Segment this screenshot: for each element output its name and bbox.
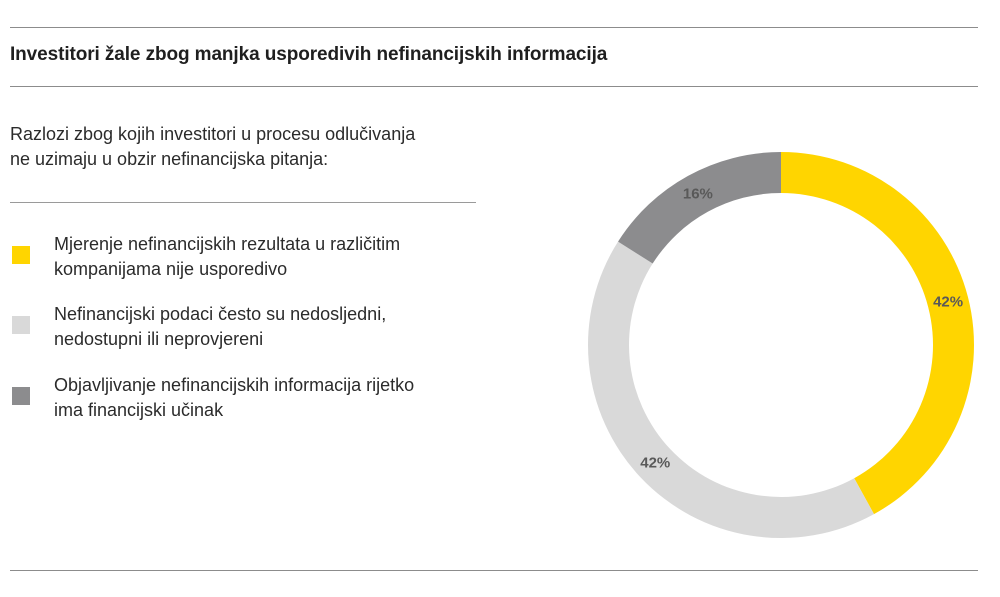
slice-percent-label: 42% <box>640 455 670 472</box>
top-divider <box>10 27 978 28</box>
legend-line: Nefinancijski podaci često su nedosljedn… <box>54 304 387 324</box>
legend-item-comparability: Mjerenje nefinancijskih rezultata u razl… <box>10 232 530 288</box>
legend-swatch-light-gray <box>12 316 30 334</box>
intro-line-1: Razlozi zbog kojih investitori u procesu… <box>10 124 416 144</box>
page-title: Investitori žale zbog manjka usporedivih… <box>10 44 608 65</box>
legend-item-inconsistency: Nefinancijski podaci često su nedosljedn… <box>10 302 530 358</box>
intro-line-2: ne uzimaju u obzir nefinancijska pitanja… <box>10 149 329 169</box>
legend-text: Mjerenje nefinancijskih rezultata u razl… <box>54 232 530 282</box>
legend-line: ima financijski učinak <box>54 400 224 420</box>
legend-swatch-dark-gray <box>12 387 30 405</box>
donut-slice-inconsistency <box>588 241 874 538</box>
legend-line: Mjerenje nefinancijskih rezultata u razl… <box>54 234 401 254</box>
title-divider <box>10 86 978 87</box>
donut-chart: 42% 42% 16% <box>588 152 975 538</box>
bottom-divider <box>10 570 978 571</box>
donut-slice-comparability <box>781 152 975 515</box>
slice-percent-label: 42% <box>933 294 963 311</box>
donut-slice-financial-impact <box>618 152 781 264</box>
legend-line: nedostupni ili neprovjereni <box>54 329 264 349</box>
legend-text: Nefinancijski podaci često su nedosljedn… <box>54 302 530 352</box>
legend-line: Objavljivanje nefinancijskih informacija… <box>54 375 415 395</box>
legend-divider <box>10 202 476 203</box>
legend-line: kompanijama nije usporedivo <box>54 259 288 279</box>
legend-swatch-yellow <box>12 246 30 264</box>
legend-text: Objavljivanje nefinancijskih informacija… <box>54 373 530 423</box>
chart-intro: Razlozi zbog kojih investitori u procesu… <box>10 122 550 172</box>
slice-percent-label: 16% <box>683 185 713 202</box>
legend-item-financial-impact: Objavljivanje nefinancijskih informacija… <box>10 373 530 429</box>
